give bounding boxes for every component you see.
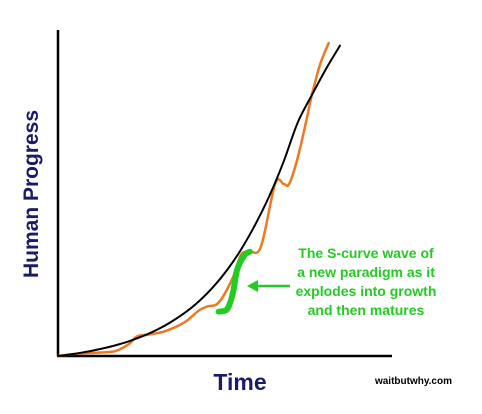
credit-text: waitbutwhy.com	[374, 376, 452, 387]
highlighted-s-curve-line	[215, 248, 253, 315]
annotation-arrow	[247, 280, 290, 292]
annotation-line-4: and then matures	[308, 302, 425, 318]
series-layer	[56, 41, 341, 358]
exponential-trend-line	[57, 44, 341, 357]
paradigm-waves-line	[56, 41, 330, 358]
annotation-line-1: The S-curve wave of	[298, 245, 434, 261]
annotation-text: The S-curve wave of a new paradigm as it e…	[296, 245, 437, 318]
annotation-line-3: explodes into growth	[296, 283, 437, 299]
annotation-line-2: a new paradigm as it	[297, 264, 435, 280]
y-axis-label: Human Progress	[20, 110, 43, 278]
x-axis-label: Time	[213, 369, 266, 395]
